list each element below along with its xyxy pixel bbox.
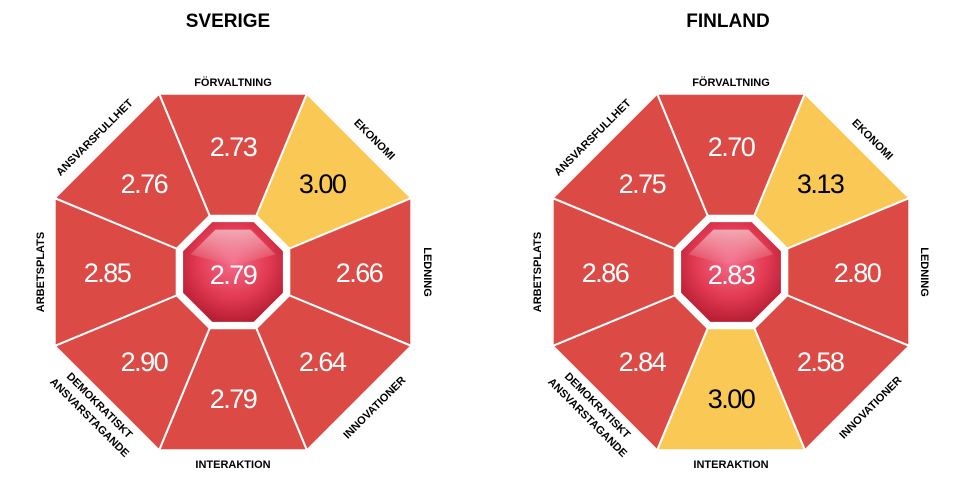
value-ansvarsfullhet: 2.75 — [619, 169, 666, 199]
value-innovationer: 2.58 — [797, 347, 844, 377]
value-ledning: 2.66 — [336, 258, 383, 288]
label-arbetsplats: ARBETSPLATS — [532, 232, 544, 312]
label-forvaltning: FÖRVALTNING — [194, 76, 272, 89]
diagram-finland: FINLAND 2.83 2.70 3.13 2.80 2.58 3.00 2.… — [532, 11, 930, 471]
value-demokratiskt-ansvarstagande: 2.90 — [121, 347, 168, 377]
value-forvaltning: 2.70 — [708, 132, 755, 162]
value-demokratiskt-ansvarstagande: 2.84 — [619, 347, 667, 377]
value-arbetsplats: 2.85 — [84, 258, 131, 288]
label-forvaltning: FÖRVALTNING — [692, 76, 770, 89]
center-shine — [688, 229, 774, 266]
center-gem: 2.79 — [175, 214, 291, 330]
label-arbetsplats: ARBETSPLATS — [35, 232, 47, 312]
value-ekonomi: 3.00 — [299, 169, 346, 199]
diagram-title: SVERIGE — [186, 11, 270, 32]
value-ansvarsfullhet: 2.76 — [121, 169, 168, 199]
center-value: 2.79 — [210, 260, 257, 290]
value-forvaltning: 2.73 — [210, 132, 257, 162]
value-interaktion: 2.79 — [210, 384, 257, 414]
diagram-sverige: SVERIGE 2.79 2.73 3.00 2.66 2.64 2.79 2.… — [35, 11, 433, 471]
label-ledning: LEDNING — [421, 247, 433, 297]
label-ledning: LEDNING — [918, 247, 930, 297]
value-innovationer: 2.64 — [299, 347, 347, 377]
center-value: 2.83 — [708, 260, 755, 290]
value-ekonomi: 3.13 — [797, 169, 844, 199]
label-interaktion: INTERAKTION — [195, 459, 270, 471]
value-ledning: 2.80 — [834, 258, 881, 288]
center-shine — [190, 229, 276, 266]
value-interaktion: 3.00 — [708, 384, 755, 414]
diagram-title: FINLAND — [686, 11, 769, 32]
label-interaktion: INTERAKTION — [693, 459, 768, 471]
value-arbetsplats: 2.86 — [582, 258, 629, 288]
center-gem: 2.83 — [673, 214, 789, 330]
